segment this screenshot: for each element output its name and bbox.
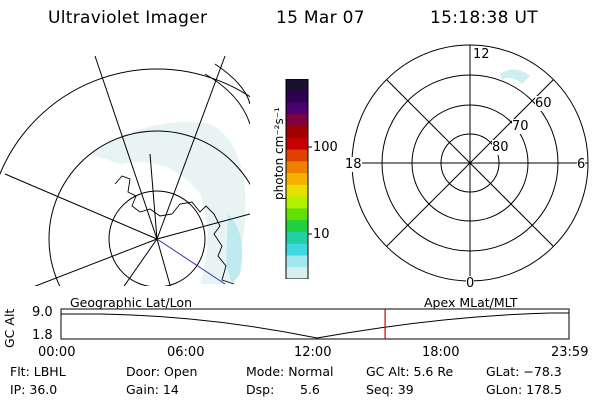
colorbar-stripe <box>286 90 308 104</box>
colorbar-stripe <box>286 267 308 279</box>
polar-aurora <box>500 69 530 84</box>
time-label: 15:18:38 UT <box>430 8 538 28</box>
colorbar-stripe <box>286 137 308 151</box>
colorbar-stripe <box>286 184 308 198</box>
timeline-x-tick-0: 00:00 <box>38 345 76 360</box>
aurora-glow <box>90 122 246 284</box>
meridian-4 <box>34 238 158 286</box>
colorbar-stripe <box>286 126 308 139</box>
timeline-y-tick-low: 1.8 <box>32 328 53 343</box>
status-glon: GLon: 178.5 <box>486 382 562 397</box>
date-label: 15 Mar 07 <box>276 8 365 28</box>
status-mode: Mode: Normal <box>246 364 334 379</box>
timeline-x-tick-2: 12:00 <box>294 345 332 360</box>
colorbar-stripe <box>286 149 308 162</box>
timeline-left-title: Geographic Lat/Lon <box>70 295 192 310</box>
polar-plot <box>351 44 589 282</box>
app-title: Ultraviolet Imager <box>48 8 208 28</box>
timeline-frame <box>60 308 570 340</box>
colorbar-stripe <box>286 208 308 221</box>
status-door: Door: Open <box>126 364 198 379</box>
timeline-x-tick-1: 06:00 <box>167 345 205 360</box>
status-dsp-label: Dsp: <box>246 382 275 397</box>
meridian-3 <box>4 173 158 240</box>
colorbar-stripe <box>286 255 308 268</box>
status-flt: Flt: LBHL <box>10 364 66 379</box>
status-dsp-value: 5.6 <box>300 382 320 397</box>
colorbar-stripe <box>286 220 308 233</box>
lat-circle-1 <box>108 190 206 286</box>
timeline-right-title: Apex MLat/MLT <box>424 295 518 310</box>
meridian-7 <box>156 213 250 240</box>
meridian-8 <box>149 153 158 240</box>
timeline-x-tick-4: 23:59 <box>551 345 589 360</box>
colorbar-stripe <box>286 243 308 257</box>
mlt-label-18: 18 <box>345 157 362 172</box>
lat-label-60: 60 <box>535 96 552 111</box>
aurora-edge <box>226 214 243 284</box>
coastline <box>114 175 235 285</box>
meridian-1 <box>94 55 158 240</box>
meridian-2 <box>156 55 226 240</box>
colorbar-stripe <box>286 231 308 245</box>
colorbar-unit-label: photon cm⁻²s⁻¹ <box>272 107 286 200</box>
status-gain: Gain: 14 <box>126 382 179 397</box>
colorbar <box>285 79 312 279</box>
colorbar-stripe <box>286 161 308 174</box>
outer-arc-2 <box>214 63 250 105</box>
mlt-label-6: 6 <box>577 157 586 172</box>
meridian-6 <box>156 238 171 286</box>
status-gc-alt: GC Alt: 5.6 Re <box>366 364 454 379</box>
colorbar-tick-label-10: 10 <box>313 227 330 242</box>
colorbar-stripe <box>286 114 308 127</box>
status-seq: Seq: 39 <box>366 382 414 397</box>
lat-circle-3 <box>0 68 250 176</box>
outer-arc-1 <box>204 73 250 125</box>
colorbar-stripe <box>286 102 308 115</box>
geographic-map <box>0 55 250 286</box>
lat-label-70: 70 <box>512 119 529 134</box>
mlt-label-12: 12 <box>473 47 490 62</box>
colorbar-stripe <box>286 79 308 92</box>
altitude-curve <box>61 312 569 339</box>
timeline-y-axis-label: GC Alt <box>2 308 17 348</box>
lat-circle-2 <box>48 130 250 286</box>
colorbar-stripe <box>286 196 308 210</box>
timeline-x-tick-3: 18:00 <box>422 345 460 360</box>
mlt-label-0: 0 <box>466 276 475 291</box>
orbit-track <box>156 238 226 285</box>
status-ip: IP: 36.0 <box>10 382 58 397</box>
lat-label-80: 80 <box>492 140 509 155</box>
colorbar-gradient <box>286 79 308 279</box>
colorbar-tick-label-100: 100 <box>313 140 338 155</box>
status-glat: GLat: −78.3 <box>486 364 562 379</box>
polar-diag-2 <box>386 79 554 247</box>
colorbar-frame <box>285 79 309 279</box>
timeline-plot <box>60 308 570 340</box>
meridian-5 <box>123 238 158 286</box>
colorbar-stripe <box>286 173 308 186</box>
timeline-y-tick-high: 9.0 <box>32 305 53 320</box>
